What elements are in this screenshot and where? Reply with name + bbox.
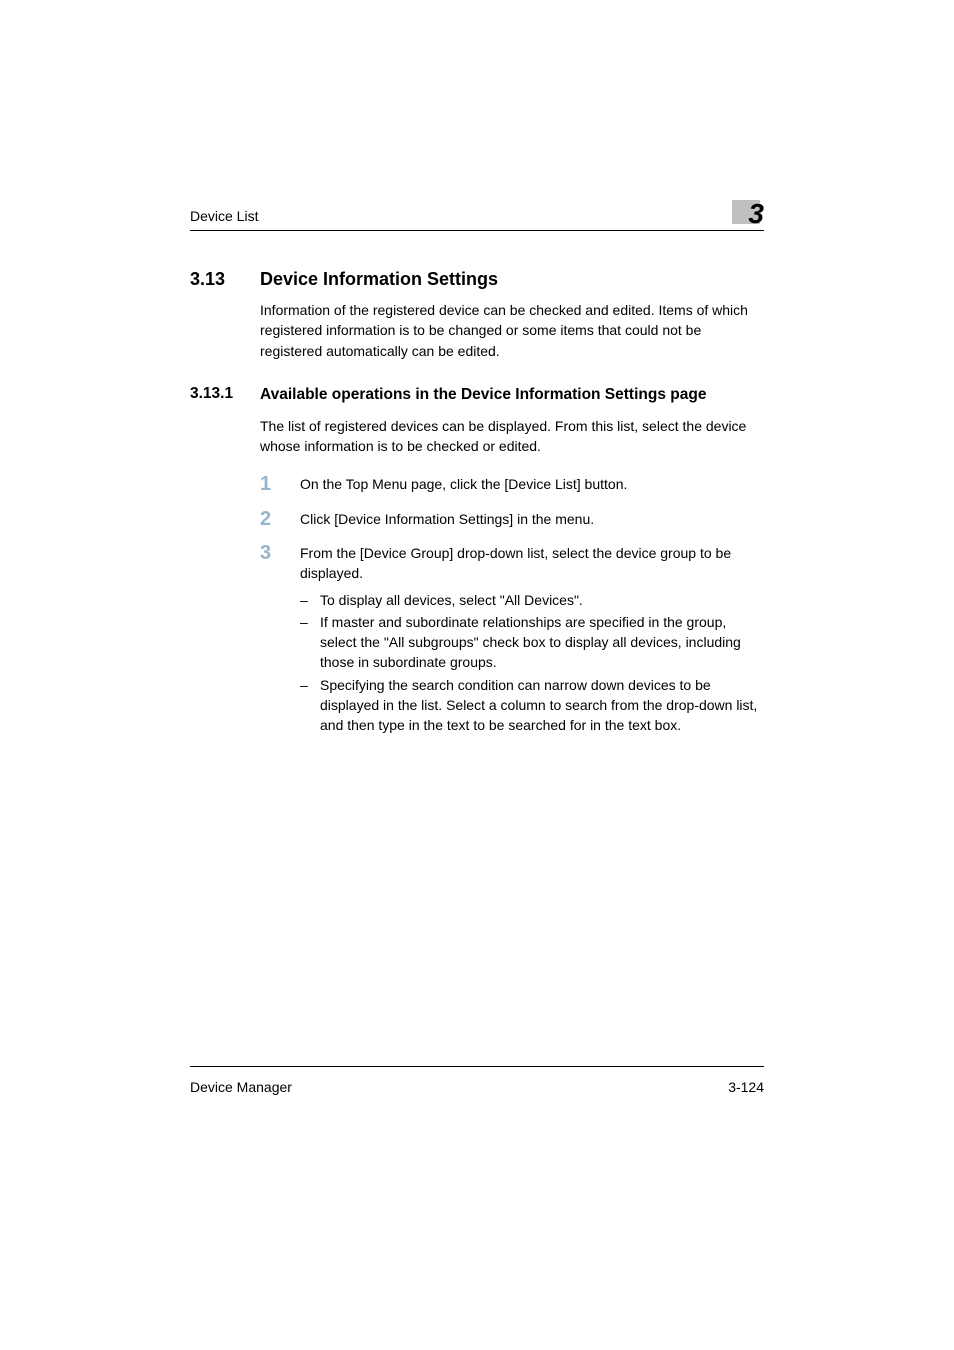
- step-content: On the Top Menu page, click the [Device …: [300, 474, 764, 494]
- step-number: 1: [260, 474, 300, 494]
- header-title: Device List: [190, 208, 258, 224]
- bullet-dash-icon: –: [300, 675, 320, 736]
- page-footer: Device Manager 3-124: [190, 1066, 764, 1095]
- bullet-text: Specifying the search condition can narr…: [320, 675, 764, 736]
- step-bullets: –To display all devices, select "All Dev…: [300, 590, 764, 736]
- step-text: From the [Device Group] drop-down list, …: [300, 543, 764, 584]
- section-heading: 3.13 Device Information Settings: [190, 269, 764, 290]
- step-number: 2: [260, 509, 300, 529]
- subsection-number: 3.13.1: [190, 385, 260, 406]
- bullet-text: If master and subordinate relationships …: [320, 612, 764, 673]
- step-number: 3: [260, 543, 300, 738]
- step-item: 3From the [Device Group] drop-down list,…: [260, 543, 764, 738]
- subsection-title: Available operations in the Device Infor…: [260, 385, 706, 406]
- section-body: Information of the registered device can…: [260, 300, 764, 361]
- bullet-item: –If master and subordinate relationships…: [300, 612, 764, 673]
- footer-right: 3-124: [728, 1079, 764, 1095]
- bullet-item: –Specifying the search condition can nar…: [300, 675, 764, 736]
- subsection-body: The list of registered devices can be di…: [260, 416, 764, 457]
- subsection-heading: 3.13.1 Available operations in the Devic…: [190, 385, 764, 406]
- step-content: Click [Device Information Settings] in t…: [300, 509, 764, 529]
- step-content: From the [Device Group] drop-down list, …: [300, 543, 764, 738]
- section-title: Device Information Settings: [260, 269, 498, 290]
- step-text: On the Top Menu page, click the [Device …: [300, 474, 764, 494]
- bullet-dash-icon: –: [300, 612, 320, 673]
- chapter-badge: 3: [732, 200, 764, 224]
- bullet-text: To display all devices, select "All Devi…: [320, 590, 764, 610]
- page-header: Device List 3: [190, 200, 764, 231]
- footer-left: Device Manager: [190, 1079, 292, 1095]
- bullet-item: –To display all devices, select "All Dev…: [300, 590, 764, 610]
- step-text: Click [Device Information Settings] in t…: [300, 509, 764, 529]
- section-number: 3.13: [190, 269, 260, 290]
- document-page: Device List 3 3.13 Device Information Se…: [0, 0, 954, 1350]
- bullet-dash-icon: –: [300, 590, 320, 610]
- steps-list: 1On the Top Menu page, click the [Device…: [260, 474, 764, 737]
- chapter-number: 3: [748, 200, 764, 228]
- step-item: 1On the Top Menu page, click the [Device…: [260, 474, 764, 494]
- step-item: 2Click [Device Information Settings] in …: [260, 509, 764, 529]
